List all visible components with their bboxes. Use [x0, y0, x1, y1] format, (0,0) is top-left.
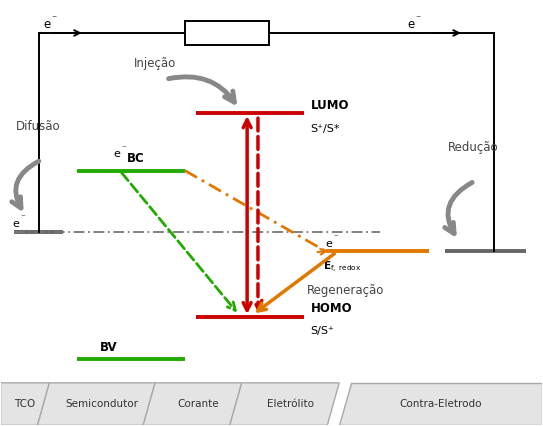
- Text: BC: BC: [127, 153, 144, 165]
- Text: e: e: [408, 18, 415, 31]
- Text: Corante: Corante: [178, 399, 219, 409]
- Polygon shape: [339, 383, 542, 425]
- Text: Difusão: Difusão: [16, 120, 60, 133]
- Text: E$_{\mathrm{f,\ redox}}$: E$_{\mathrm{f,\ redox}}$: [323, 260, 361, 275]
- Text: Redução: Redução: [447, 141, 498, 155]
- FancyBboxPatch shape: [185, 20, 269, 45]
- Text: ⁻: ⁻: [51, 14, 56, 24]
- Polygon shape: [37, 383, 155, 425]
- Text: S/S⁺: S/S⁺: [311, 326, 334, 336]
- Text: ⁻: ⁻: [416, 14, 421, 24]
- Text: e: e: [325, 239, 332, 249]
- Polygon shape: [230, 383, 339, 425]
- Text: BV: BV: [99, 341, 117, 354]
- Text: TCO: TCO: [15, 399, 36, 409]
- Text: e: e: [113, 150, 121, 159]
- Text: ⁻: ⁻: [21, 213, 26, 223]
- Text: e: e: [43, 18, 50, 31]
- Text: ⁻: ⁻: [333, 233, 338, 242]
- Text: Contra-Eletrodo: Contra-Eletrodo: [400, 399, 482, 409]
- Text: HOMO: HOMO: [311, 302, 352, 315]
- Polygon shape: [1, 383, 49, 425]
- Text: Semicondutor: Semicondutor: [66, 399, 139, 409]
- Text: Regeneração: Regeneração: [307, 284, 384, 296]
- Text: Eletrólito: Eletrólito: [267, 399, 314, 409]
- Text: ⁻: ⁻: [122, 144, 127, 153]
- Text: Injeção: Injeção: [134, 57, 175, 69]
- Text: LUMO: LUMO: [311, 99, 349, 112]
- Polygon shape: [143, 383, 242, 425]
- Text: S⁺/S*: S⁺/S*: [311, 124, 340, 134]
- Text: e: e: [12, 219, 20, 229]
